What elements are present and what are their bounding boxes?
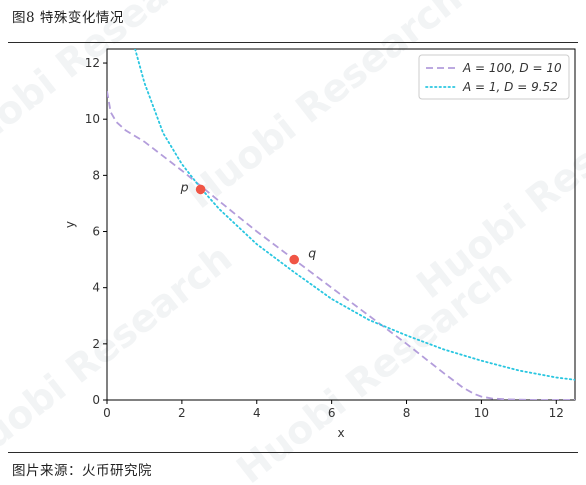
- y-axis-label: y: [63, 221, 77, 228]
- x-tick-label: 4: [253, 406, 261, 420]
- legend-box: [418, 54, 570, 100]
- plot-frame: [106, 48, 576, 401]
- legend-label-1: A = 100, D = 10: [462, 61, 562, 75]
- x-tick-label: 8: [403, 406, 411, 420]
- bottom-rule: [8, 452, 578, 453]
- y-tick-label: 10: [85, 112, 100, 126]
- watermark-text: Huobi Research: [178, 0, 470, 217]
- plot-area: [107, 49, 575, 400]
- figure-source: 图片来源：火币研究院: [12, 463, 152, 479]
- y-tick-label: 4: [92, 281, 100, 295]
- y-tick-label: 8: [92, 168, 100, 182]
- y-tick-label: 0: [92, 393, 100, 407]
- x-tick-label: 0: [103, 406, 111, 420]
- y-tick-label: 12: [85, 56, 100, 70]
- watermark-text: Huobi Research: [0, 236, 240, 477]
- x-tick-label: 12: [549, 406, 564, 420]
- point-label-p: p: [180, 179, 189, 194]
- y-tick-label: 2: [92, 337, 100, 351]
- point-q: [289, 254, 300, 265]
- point-label-q: q: [308, 246, 316, 261]
- x-tick-label: 6: [328, 406, 336, 420]
- series-line-1: [107, 90, 575, 400]
- top-rule: [8, 42, 578, 43]
- x-tick-label: 10: [474, 406, 489, 420]
- x-axis-label: x: [337, 426, 344, 440]
- y-tick-label: 6: [92, 225, 100, 239]
- x-tick-label: 2: [178, 406, 186, 420]
- watermark-text: Huobi Research: [228, 251, 520, 485]
- point-p: [195, 184, 206, 195]
- series-line-2: [134, 49, 575, 381]
- legend-label-2: A = 1, D = 9.52: [462, 80, 558, 94]
- figure-title: 图8 特殊变化情况: [12, 10, 124, 26]
